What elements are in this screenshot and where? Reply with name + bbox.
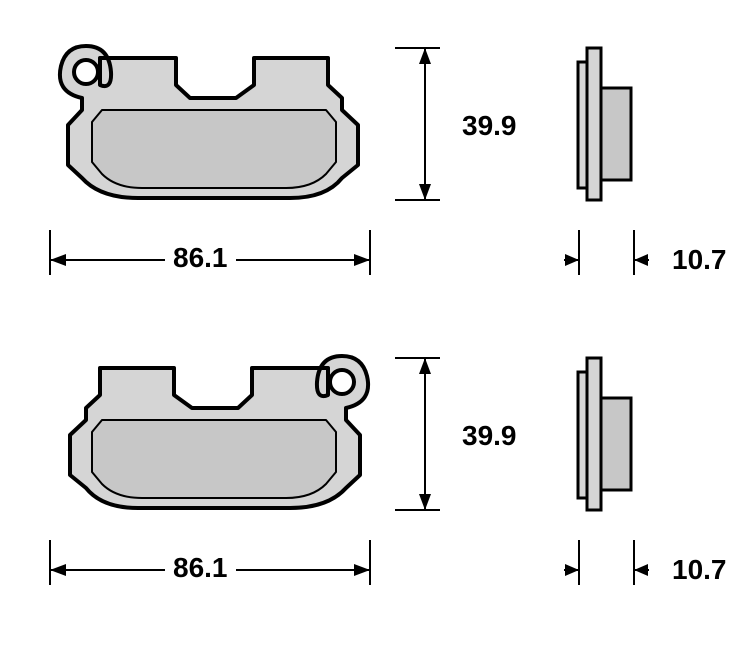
- dim-top-height: [395, 30, 455, 230]
- dim-top-height-label: 39.9: [462, 110, 517, 142]
- dim-top-width-label: 86.1: [165, 242, 236, 274]
- dim-top-thickness-label: 10.7: [672, 244, 727, 276]
- pad-top-side-view: [575, 30, 655, 230]
- dim-bottom-height: [395, 340, 455, 540]
- dim-top-thickness: [564, 230, 664, 290]
- dim-bottom-height-label: 39.9: [462, 420, 517, 452]
- dim-bottom-thickness: [564, 540, 664, 600]
- dim-bottom-thickness-label: 10.7: [672, 554, 727, 586]
- pad-top-front-view: [20, 30, 380, 230]
- pad-bottom-side-view: [575, 340, 655, 540]
- dim-bottom-width-label: 86.1: [165, 552, 236, 584]
- pad-bottom-front-view: [20, 340, 380, 540]
